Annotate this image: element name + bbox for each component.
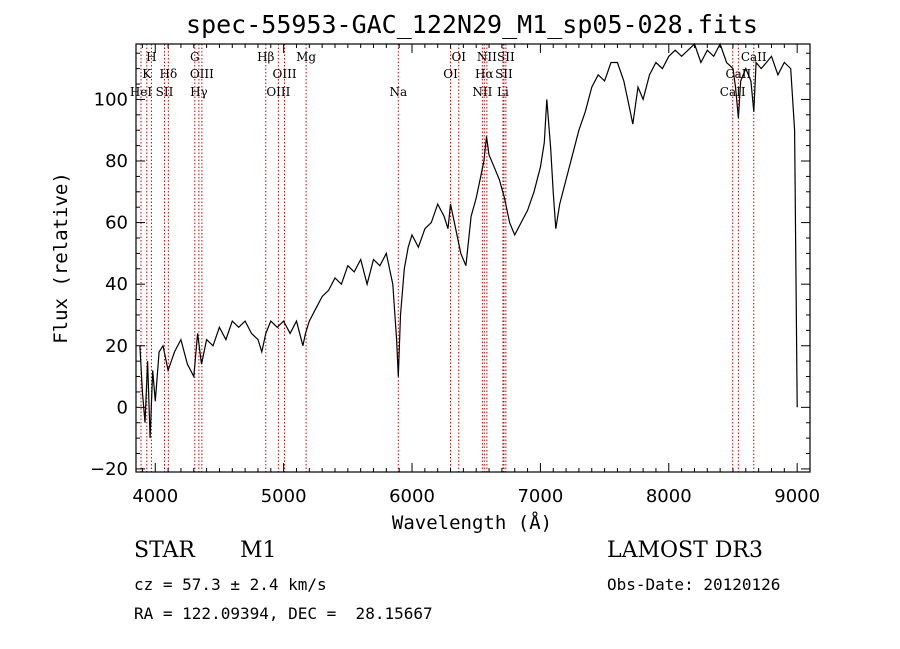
object-class: STAR (134, 538, 195, 563)
spectral-line-label: K (142, 67, 152, 81)
spectral-line-label: OIII (273, 67, 297, 81)
survey-name: LAMOST DR3 (607, 538, 763, 563)
spectral-line-label: OI (451, 50, 466, 64)
spectral-line-label: G (190, 50, 200, 64)
y-axis-label: Flux (relative) (50, 172, 72, 344)
object-subclass: M1 (240, 538, 277, 563)
spectral-line-labels: HeI KH SII Hδ G Hγ OIII Hβ OIII OIII Mg Na OI OI NII Hα… (130, 50, 767, 99)
x-tick-label: 8000 (646, 486, 692, 507)
spectral-line-label: Mg (296, 50, 316, 64)
chart-title: spec-55953-GAC_122N29_M1_sp05-028.fits (186, 10, 758, 39)
observation-date: Obs-Date: 20120126 (607, 575, 781, 594)
x-axis-ticks: 4000 5000 6000 7000 8000 9000 (132, 44, 820, 507)
spectral-line-label: SII (156, 85, 174, 99)
y-tick-label: 0 (117, 397, 128, 418)
spectral-line-label: Hδ (160, 67, 178, 81)
spectral-line-label: HeI (130, 85, 153, 99)
spectral-line-label: Li (497, 85, 509, 99)
spectral-line-label: Na (389, 85, 407, 99)
coordinates: RA = 122.09394, DEC = 28.15667 (134, 604, 433, 623)
y-axis-ticks: −20 0 20 40 60 80 100 (90, 52, 810, 480)
x-axis-label: Wavelength (Å) (392, 511, 552, 534)
spectral-line-label: OI (443, 67, 458, 81)
y-tick-label: 80 (105, 151, 128, 172)
y-tick-label: −20 (90, 459, 128, 480)
spectral-line-label: SII (495, 67, 513, 81)
spectral-line-label: CaII (741, 50, 767, 64)
x-tick-label: 4000 (132, 486, 178, 507)
flux-trace (139, 42, 798, 439)
y-tick-label: 60 (105, 213, 128, 234)
spectral-line-label: Hβ (257, 50, 274, 64)
redshift-velocity: cz = 57.3 ± 2.4 km/s (134, 575, 327, 594)
x-tick-label: 5000 (261, 486, 307, 507)
spectral-line-label: CaII (720, 85, 746, 99)
spectral-line-label: NII (472, 85, 492, 99)
spectral-line-label: Hγ (190, 85, 208, 99)
x-tick-label: 6000 (389, 486, 435, 507)
spectral-line-label: SII (497, 50, 515, 64)
x-tick-label: 9000 (774, 486, 820, 507)
spectral-line-label: OIII (190, 67, 214, 81)
spectral-line-label: Hα (475, 67, 494, 81)
spectral-line-label: OIII (266, 85, 290, 99)
x-tick-label: 7000 (517, 486, 563, 507)
spectral-line-label: NII (477, 50, 497, 64)
spectral-line-markers (140, 44, 755, 472)
y-tick-label: 40 (105, 274, 128, 295)
y-tick-label: 100 (94, 89, 128, 110)
y-tick-label: 20 (105, 336, 128, 357)
spectral-line-label: H (146, 50, 156, 64)
plot-frame (135, 43, 811, 473)
